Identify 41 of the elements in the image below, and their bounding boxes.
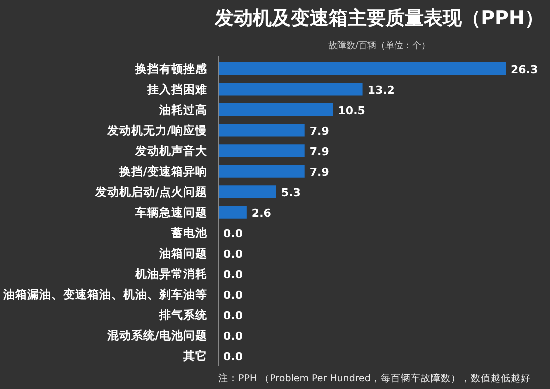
data-label: 0.0 [224, 268, 244, 282]
bar [218, 82, 363, 96]
data-label: 2.6 [252, 207, 272, 220]
y-tick-label: 挂入挡困难 [146, 82, 208, 96]
data-label: 0.0 [224, 248, 244, 262]
data-label: 0.0 [224, 350, 244, 364]
data-label: 0.0 [224, 310, 244, 323]
y-tick-label: 机油异常消耗 [134, 267, 208, 282]
y-tick-label: 油耗过高 [158, 102, 208, 117]
bar [218, 186, 276, 198]
bar [218, 124, 305, 137]
y-tick-label: 换挡/变速箱异响 [118, 164, 208, 178]
data-label: 5.3 [281, 186, 301, 200]
bar [218, 62, 506, 76]
data-label: 7.9 [310, 166, 330, 179]
chart-subtitle: 故障数/百辆（单位：个） [328, 40, 431, 52]
y-tick-label: 发动机无力/响应慢 [106, 123, 208, 138]
data-label: 7.9 [310, 124, 330, 138]
data-label: 26.3 [511, 63, 538, 76]
y-tick-label: 其它 [182, 349, 208, 364]
bar [218, 206, 247, 219]
bar [218, 104, 334, 116]
y-tick-label: 发动机启动/点火问题 [94, 184, 208, 199]
y-tick-label: 混动系统/电池问题 [106, 328, 208, 343]
y-tick-label: 发动机声音大 [134, 144, 208, 158]
data-label: 0.0 [224, 330, 244, 344]
y-tick-label: 排气系统 [158, 308, 208, 322]
y-tick-label: 车辆急速问题 [134, 206, 208, 220]
bar [218, 144, 305, 158]
text: 注：PPH （Problem Per Hundred，每百辆车故障数），数值越低越好 [218, 372, 531, 384]
data-label: 13.2 [368, 84, 395, 97]
bar [218, 165, 305, 178]
y-tick-label: 换挡有顿挫感 [134, 62, 208, 76]
data-label: 0.0 [224, 228, 244, 241]
y-tick-label: 蓄电池 [170, 226, 208, 240]
y-tick-label: 油箱问题 [158, 246, 208, 261]
chart-title: 发动机及变速箱主要质量表现（PPH） [214, 8, 544, 30]
y-tick-label: 油箱漏油、变速箱油、机油、刹车油等 [2, 288, 208, 302]
data-label: 7.9 [310, 145, 330, 158]
data-label: 0.0 [224, 289, 244, 302]
data-label: 10.5 [338, 104, 366, 118]
